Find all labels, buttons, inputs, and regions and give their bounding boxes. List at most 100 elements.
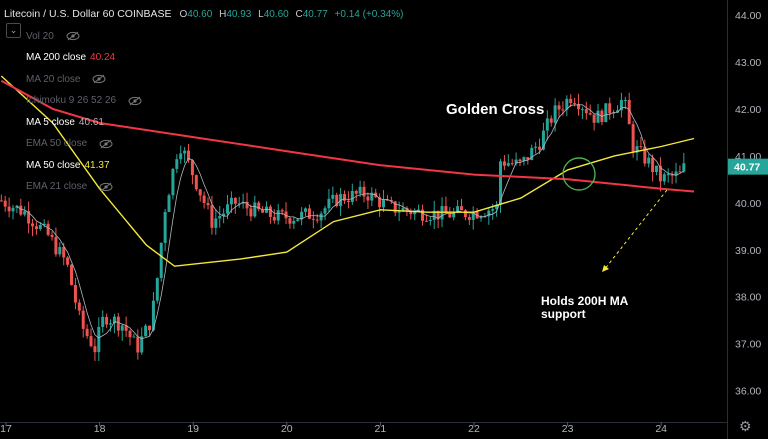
candle-body xyxy=(378,197,382,208)
collapse-legend-button[interactable]: ⌄ xyxy=(6,23,21,38)
indicator-row[interactable]: MA 5 close 40.61 xyxy=(4,112,407,134)
candle-body xyxy=(323,208,327,214)
candle-body xyxy=(413,210,417,215)
candle-body xyxy=(596,110,600,123)
x-tick-label: 20 xyxy=(281,423,293,435)
close-value: 40.77 xyxy=(302,9,328,20)
indicator-label: EMA 21 close xyxy=(26,181,88,192)
gear-icon[interactable]: ⚙ xyxy=(739,418,752,434)
candle-body xyxy=(577,103,581,110)
candle-body xyxy=(304,208,308,212)
candle-body xyxy=(401,207,405,212)
high-value: 40.93 xyxy=(226,9,252,20)
candle-body xyxy=(136,336,140,353)
candle-body xyxy=(42,223,46,226)
candle-body xyxy=(608,103,612,114)
indicator-row[interactable]: MA 50 close 41.37 xyxy=(4,155,407,177)
candle-body xyxy=(565,98,569,110)
candle-body xyxy=(148,325,152,331)
indicator-value: 40.24 xyxy=(90,52,116,63)
hidden-eye-icon[interactable] xyxy=(128,96,142,106)
candle-body xyxy=(592,114,596,123)
candle-body xyxy=(545,118,549,131)
candle-body xyxy=(124,325,128,331)
candle-body xyxy=(674,171,678,176)
indicator-row[interactable]: EMA 21 close xyxy=(4,176,407,198)
candle-body xyxy=(237,203,241,205)
candle-body xyxy=(245,201,249,209)
candle-body xyxy=(23,211,27,215)
hidden-eye-icon[interactable] xyxy=(99,182,113,192)
candle-body xyxy=(526,157,530,160)
hidden-eye-icon[interactable] xyxy=(99,139,113,149)
indicator-row[interactable]: Vol 20 xyxy=(4,26,407,48)
candle-body xyxy=(460,206,464,211)
candle-body xyxy=(647,157,651,164)
indicator-label: Ichimoku 9 26 52 26 xyxy=(26,95,117,106)
candle-body xyxy=(502,161,506,166)
candle-body xyxy=(120,325,124,331)
close-key: C xyxy=(295,9,303,20)
candle-body xyxy=(331,194,335,199)
candle-body xyxy=(666,174,670,176)
candle-body xyxy=(658,165,662,182)
candle-body xyxy=(175,159,179,169)
hidden-eye-icon[interactable] xyxy=(66,31,80,41)
candle-body xyxy=(132,336,136,338)
high-key: H xyxy=(219,9,227,20)
low-key: L xyxy=(258,9,264,20)
candle-body xyxy=(288,218,292,224)
indicator-value: 40.61 xyxy=(78,116,104,128)
candle-body xyxy=(479,216,483,219)
y-tick-label: 40.00 xyxy=(735,198,761,210)
candle-body xyxy=(151,300,155,331)
candle-body xyxy=(144,325,148,337)
candle-body xyxy=(194,175,198,190)
indicator-row[interactable]: MA 20 close xyxy=(4,69,407,91)
candle-body xyxy=(343,194,347,201)
indicator-label: Vol 20 xyxy=(26,30,54,42)
indicator-row[interactable]: EMA 50 close xyxy=(4,133,407,155)
candle-body xyxy=(538,146,542,150)
candle-body xyxy=(73,284,77,303)
candle-body xyxy=(588,113,592,115)
candle-body xyxy=(229,197,233,205)
candle-body xyxy=(34,226,38,230)
candle-body xyxy=(366,196,370,201)
candle-body xyxy=(456,206,460,212)
candle-body xyxy=(3,200,7,207)
candle-body xyxy=(506,163,510,166)
candle-body xyxy=(31,223,35,227)
candle-body xyxy=(307,208,311,219)
candle-body xyxy=(655,165,659,172)
candle-body xyxy=(179,153,183,160)
candle-body xyxy=(623,99,627,101)
candle-body xyxy=(432,210,436,220)
candle-body xyxy=(300,211,304,220)
candle-body xyxy=(276,210,280,221)
candle-body xyxy=(557,105,561,110)
candle-body xyxy=(190,160,194,176)
candle-body xyxy=(187,150,191,161)
indicator-label: MA 5 close xyxy=(26,116,75,128)
candle-body xyxy=(467,217,471,220)
candle-body xyxy=(38,225,42,230)
candle-body xyxy=(627,99,631,125)
support-arrow xyxy=(603,189,668,271)
candle-body xyxy=(183,150,187,154)
x-tick-label: 21 xyxy=(375,423,387,435)
hidden-eye-icon[interactable] xyxy=(92,74,106,84)
candle-body xyxy=(499,161,503,205)
y-tick-label: 43.00 xyxy=(735,57,761,69)
chart-legend: Litecoin / U.S. Dollar 60 COINBASE O40.6… xyxy=(4,4,407,198)
x-tick-label: 19 xyxy=(187,423,199,435)
indicator-row[interactable]: Ichimoku 9 26 52 26 xyxy=(4,90,407,112)
x-tick-label: 17 xyxy=(0,423,12,435)
candle-body xyxy=(569,98,573,104)
candle-body xyxy=(93,346,97,353)
candle-body xyxy=(222,213,226,217)
indicator-row[interactable]: MA 200 close 40.24 xyxy=(4,47,407,69)
candle-body xyxy=(385,199,389,201)
candle-body xyxy=(128,330,132,338)
